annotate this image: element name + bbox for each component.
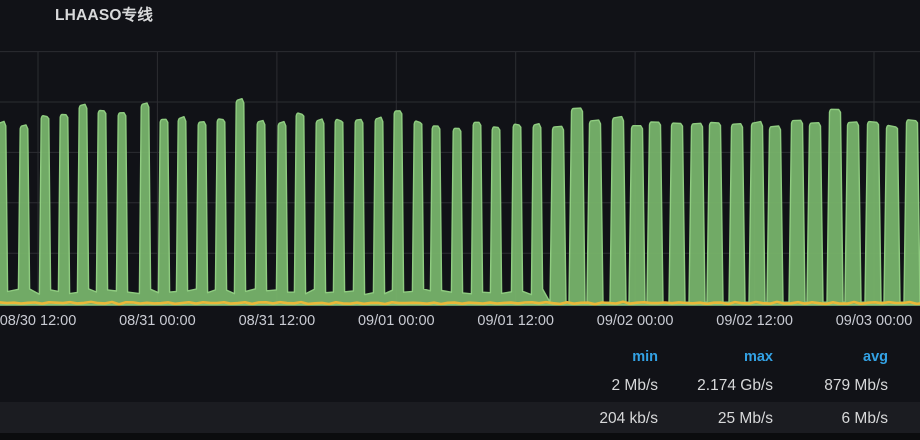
outbound-min-value: 204 kb/s [599,410,658,427]
legend-row-inbound: 2 Mb/s 2.174 Gb/s 879 Mb/s [543,370,888,402]
panel-title[interactable]: LHAASO专线 [55,7,154,24]
legend-header-row: min max avg [543,344,888,370]
legend-header-min[interactable]: min [632,349,658,365]
legend-header-avg[interactable]: avg [863,349,888,365]
panel-bottom-edge [0,433,920,440]
legend-row-stripe [0,402,920,433]
inbound-traffic-series [0,98,920,306]
outbound-traffic-series [0,300,920,306]
outbound-avg-value: 6 Mb/s [841,410,888,427]
inbound-min-value: 2 Mb/s [611,377,658,394]
outbound-max-value: 25 Mb/s [717,410,773,427]
legend-table: min max avg 2 Mb/s 2.174 Gb/s 879 Mb/s 2… [543,344,888,434]
inbound-max-value: 2.174 Gb/s [697,377,773,394]
legend-header-max[interactable]: max [743,349,773,365]
legend-row-outbound: 204 kb/s 25 Mb/s 6 Mb/s [543,403,888,434]
inbound-avg-value: 879 Mb/s [824,377,888,394]
